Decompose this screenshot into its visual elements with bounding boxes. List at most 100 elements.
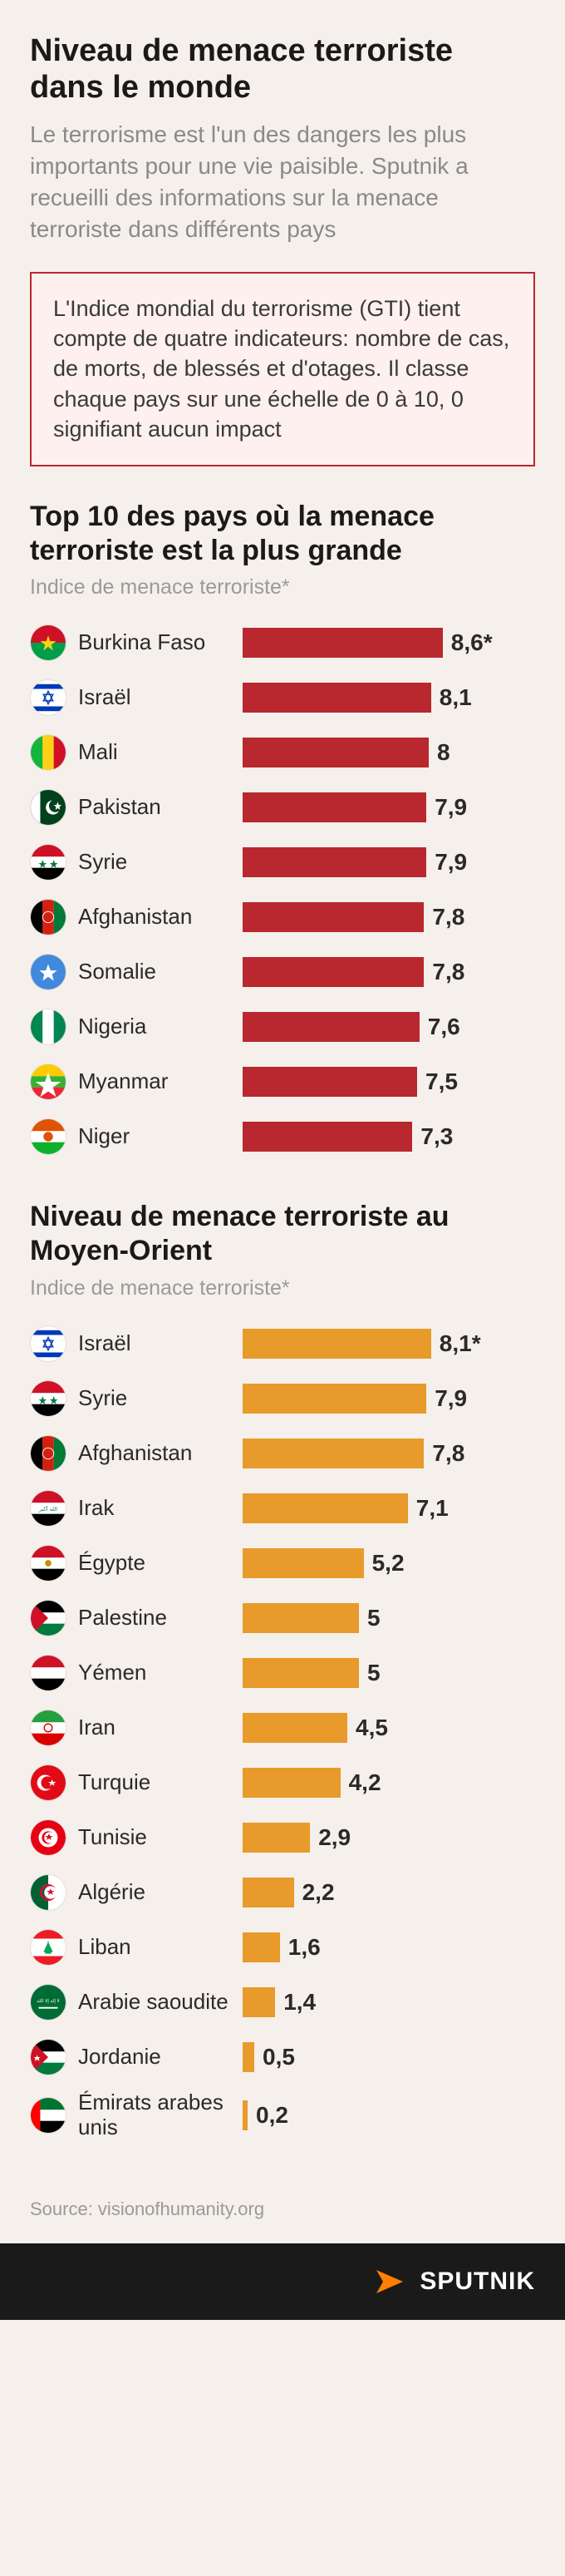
chart-row: Iran4,5	[30, 1706, 535, 1749]
chart-row: Pakistan 7,9	[30, 786, 535, 829]
bar	[243, 2100, 248, 2130]
country-name: Irak	[78, 1496, 243, 1521]
chart-row: الله أكبر Irak 7,1	[30, 1487, 535, 1530]
flag-icon	[30, 1063, 66, 1100]
country-name: Israël	[78, 685, 243, 710]
bar-value: 8,1*	[440, 1330, 481, 1357]
chart-row: Israël 8,1*	[30, 1322, 535, 1365]
bar-value: 0,5	[263, 2044, 295, 2070]
country-name: Algérie	[78, 1880, 243, 1905]
flag-icon	[30, 2097, 66, 2134]
flag-icon: لا إله إلا الله	[30, 1984, 66, 2021]
chart-top10: Top 10 des pays où la menace terroriste …	[30, 500, 535, 1159]
chart-row: Syrie 7,9	[30, 1377, 535, 1420]
chart-row: Somalie7,8	[30, 950, 535, 994]
bar-wrap: 7,8	[243, 957, 535, 987]
bar	[243, 1878, 294, 1907]
bar	[243, 1329, 431, 1359]
country-name: Burkina Faso	[78, 630, 243, 655]
flag-icon	[30, 624, 66, 661]
bar-value: 1,6	[288, 1934, 321, 1961]
bar	[243, 1012, 420, 1042]
country-name: Israël	[78, 1331, 243, 1356]
bar	[243, 1439, 424, 1468]
bar-value: 5	[367, 1605, 381, 1631]
chart-row: Nigeria 7,6	[30, 1005, 535, 1049]
source-text: Source: visionofhumanity.org	[30, 2182, 535, 2243]
bar-wrap: 0,2	[243, 2100, 535, 2130]
country-name: Syrie	[78, 1386, 243, 1411]
bar	[243, 1932, 280, 1962]
chart-row: Myanmar7,5	[30, 1060, 535, 1103]
bar	[243, 1713, 347, 1743]
flag-icon	[30, 1929, 66, 1966]
chart2-title: Niveau de menace terroriste au Moyen-Ori…	[30, 1200, 535, 1268]
flag-icon: الله أكبر	[30, 1490, 66, 1527]
bar-value: 8,6*	[451, 629, 493, 656]
bar	[243, 1823, 310, 1853]
footer: SPUTNIK	[0, 2243, 565, 2320]
flag-icon	[30, 954, 66, 990]
bar-wrap: 0,5	[243, 2042, 535, 2072]
chart-row: Afghanistan7,8	[30, 1432, 535, 1475]
chart-row: Israël8,1	[30, 676, 535, 719]
bar-value: 7,3	[420, 1123, 453, 1150]
bar-value: 2,2	[302, 1879, 335, 1906]
info-box: L'Indice mondial du terrorisme (GTI) tie…	[30, 272, 535, 466]
country-name: Pakistan	[78, 795, 243, 820]
bar-wrap: 7,9	[243, 792, 535, 822]
flag-icon	[30, 1435, 66, 1472]
chart-row: Tunisie 2,9	[30, 1816, 535, 1859]
bar-wrap: 7,5	[243, 1067, 535, 1097]
bar-value: 2,9	[318, 1824, 351, 1851]
bar-wrap: 7,9	[243, 847, 535, 877]
flag-icon	[30, 1545, 66, 1582]
bar	[243, 1987, 275, 2017]
flag-icon	[30, 1009, 66, 1045]
country-name: Émirats arabes unis	[78, 2090, 243, 2140]
country-name: Turquie	[78, 1770, 243, 1795]
bar-value: 7,1	[416, 1495, 449, 1522]
bar	[243, 847, 426, 877]
page-subtitle: Le terrorisme est l'un des dangers les p…	[30, 119, 535, 244]
bar-value: 7,6	[428, 1014, 460, 1040]
bar-wrap: 2,2	[243, 1878, 535, 1907]
sputnik-logo-icon	[371, 2263, 408, 2300]
country-name: Afghanistan	[78, 905, 243, 930]
bar-wrap: 1,4	[243, 1987, 535, 2017]
bar	[243, 1384, 426, 1414]
bar-value: 7,9	[435, 794, 467, 821]
bar	[243, 1768, 341, 1798]
country-name: Yémen	[78, 1661, 243, 1685]
flag-icon	[30, 1819, 66, 1856]
bar-wrap: 2,9	[243, 1823, 535, 1853]
flag-icon	[30, 1764, 66, 1801]
bar	[243, 1603, 359, 1633]
country-name: Tunisie	[78, 1825, 243, 1850]
bar-value: 7,8	[432, 1440, 464, 1467]
country-name: Mali	[78, 740, 243, 765]
flag-icon	[30, 1380, 66, 1417]
bar	[243, 902, 424, 932]
chart-row: Algérie 2,2	[30, 1871, 535, 1914]
bar-wrap: 4,5	[243, 1713, 535, 1743]
country-name: Nigeria	[78, 1014, 243, 1039]
bar-value: 7,5	[425, 1068, 458, 1095]
bar-wrap: 5	[243, 1658, 535, 1688]
bar-wrap: 7,3	[243, 1122, 535, 1152]
bar-wrap: 8,1*	[243, 1329, 535, 1359]
country-name: Niger	[78, 1124, 243, 1149]
country-name: Syrie	[78, 850, 243, 875]
page-title: Niveau de menace terroriste dans le mond…	[30, 33, 535, 106]
country-name: Jordanie	[78, 2045, 243, 2070]
bar-value: 7,9	[435, 1385, 467, 1412]
bar-wrap: 7,8	[243, 1439, 535, 1468]
country-name: Iran	[78, 1715, 243, 1740]
bar-value: 1,4	[283, 1989, 316, 2016]
flag-icon	[30, 789, 66, 826]
bar-wrap: 7,1	[243, 1493, 535, 1523]
bar-wrap: 8,1	[243, 683, 535, 713]
bar-value: 5,2	[372, 1550, 405, 1577]
country-name: Arabie saoudite	[78, 1990, 243, 2015]
country-name: Somalie	[78, 960, 243, 985]
